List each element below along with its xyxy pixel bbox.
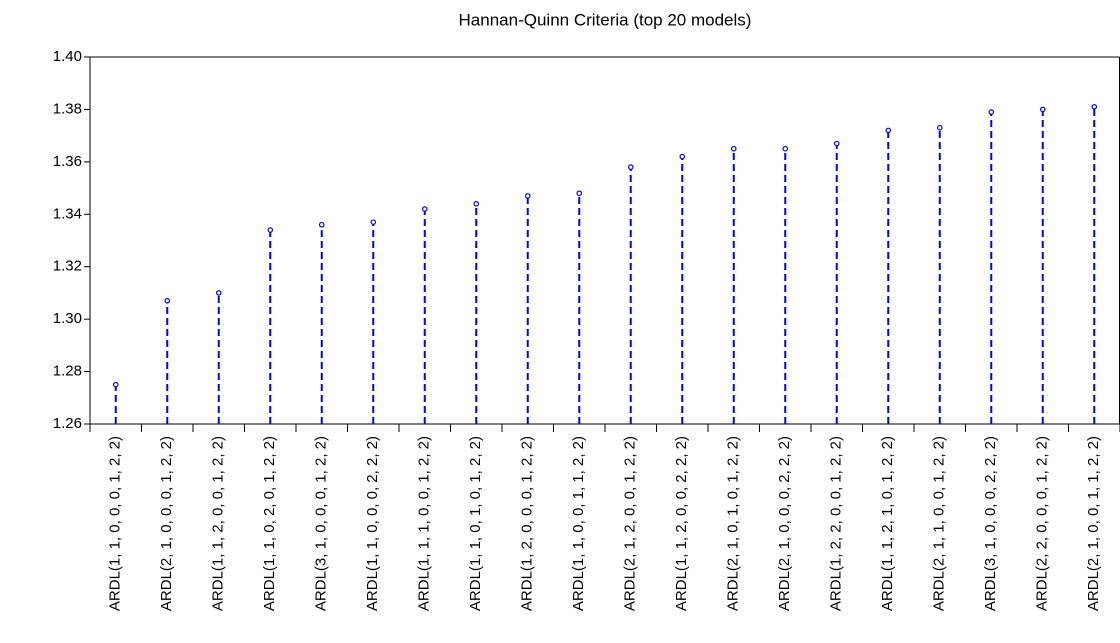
x-tick-label: ARDL(1, 1, 0, 0, 1, 1, 2, 2) [570, 436, 587, 611]
x-tick-label: ARDL(2, 1, 1, 0, 0, 1, 2, 2) [931, 436, 948, 611]
x-tick-label: ARDL(1, 1, 0, 0, 0, 2, 2, 2) [364, 436, 381, 611]
y-tick-label: 1.40 [53, 48, 82, 65]
x-tick-label: ARDL(1, 1, 0, 2, 0, 1, 2, 2) [261, 436, 278, 611]
stem-marker [988, 109, 995, 115]
x-tick-label: ARDL(2, 1, 0, 1, 0, 1, 2, 2) [725, 436, 742, 611]
stem-marker [679, 153, 686, 160]
stem-marker [627, 164, 634, 170]
x-tick-label: ARDL(1, 1, 0, 1, 0, 1, 2, 2) [467, 436, 484, 611]
stem-marker [885, 127, 892, 134]
y-tick-label: 1.26 [53, 415, 82, 432]
stem-marker [524, 193, 531, 199]
stem-marker [833, 140, 840, 147]
x-tick-label: ARDL(3, 1, 0, 0, 0, 1, 2, 2) [313, 436, 330, 611]
stem-marker [1091, 104, 1098, 110]
stem-marker [267, 227, 274, 233]
y-tick-label: 1.36 [53, 153, 82, 170]
x-tick-label: ARDL(2, 1, 0, 0, 0, 1, 2, 2) [158, 436, 175, 611]
chart-title: Hannan-Quinn Criteria (top 20 models) [459, 10, 752, 29]
y-tick-label: 1.34 [53, 205, 82, 222]
x-tick-label: ARDL(2, 2, 0, 0, 0, 1, 2, 2) [1034, 436, 1051, 611]
stem-marker [473, 201, 480, 207]
stem-marker [730, 145, 737, 152]
stem-marker [370, 219, 377, 225]
y-tick-label: 1.32 [53, 258, 82, 275]
stem-marker [576, 190, 583, 197]
x-tick-label: ARDL(1, 1, 1, 0, 0, 1, 2, 2) [416, 436, 433, 611]
stem-marker [936, 124, 943, 131]
x-tick-label: ARDL(1, 2, 2, 0, 0, 1, 2, 2) [828, 436, 845, 611]
x-tick-label: ARDL(2, 1, 2, 0, 0, 1, 2, 2) [622, 436, 639, 611]
y-tick-label: 1.30 [53, 310, 82, 327]
stem-marker [782, 145, 789, 152]
stem-marker [215, 290, 222, 296]
stem-marker [164, 297, 171, 304]
stem-marker [1039, 106, 1046, 113]
stem-marker [318, 221, 325, 228]
y-tick-label: 1.38 [53, 100, 82, 117]
x-tick-label: ARDL(1, 1, 2, 0, 0, 2, 2, 2) [673, 436, 690, 611]
x-tick-label: ARDL(1, 2, 0, 0, 0, 1, 2, 2) [519, 436, 536, 611]
x-tick-label: ARDL(2, 1, 0, 0, 1, 1, 2, 2) [1085, 436, 1102, 611]
stem-marker [112, 381, 119, 388]
y-tick-label: 1.28 [53, 363, 82, 380]
x-tick-label: ARDL(1, 1, 2, 0, 0, 1, 2, 2) [210, 436, 227, 611]
stem-marker [421, 206, 428, 212]
x-tick-label: ARDL(1, 1, 2, 1, 0, 1, 2, 2) [879, 436, 896, 611]
x-tick-label: ARDL(2, 1, 0, 0, 0, 2, 2, 2) [776, 436, 793, 611]
x-tick-label: ARDL(3, 1, 0, 0, 0, 2, 2, 2) [982, 436, 999, 611]
x-tick-label: ARDL(1, 1, 0, 0, 0, 1, 2, 2) [107, 436, 124, 611]
